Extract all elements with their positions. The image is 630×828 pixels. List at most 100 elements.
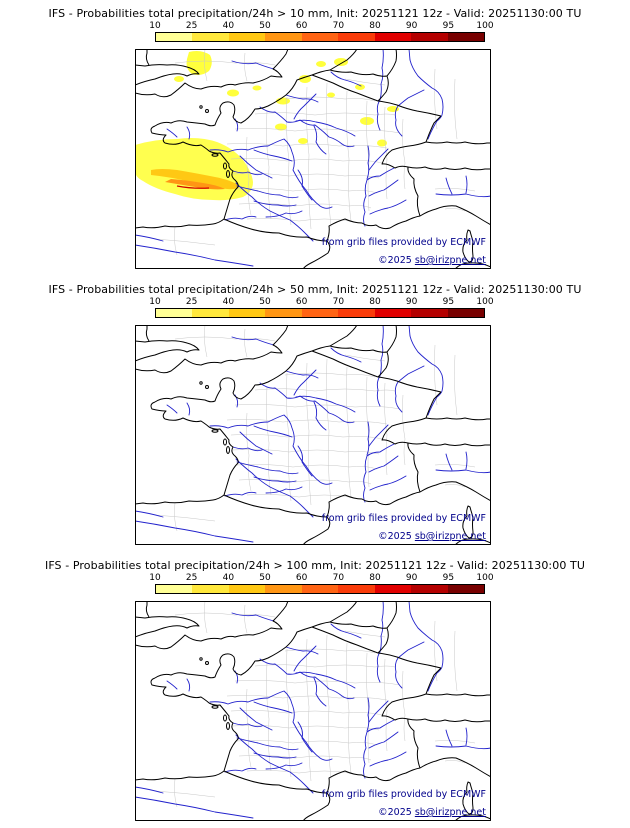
colorbar-segment — [338, 585, 375, 593]
author-link[interactable]: sb@irizpne.net — [414, 807, 486, 818]
copyright-line: ©2025 sb@irizpne.net — [322, 255, 486, 266]
colorbar-tick-label: 40 — [222, 297, 235, 307]
colorbar-tick-label: 95 — [442, 573, 455, 583]
colorbar-segment — [411, 585, 448, 593]
colorbar-tick-label: 50 — [259, 21, 271, 31]
colorbar-segment — [374, 309, 412, 317]
map-frame: from grib files provided by ECMWF ©2025 … — [135, 325, 491, 545]
colorbar-segment — [301, 309, 339, 317]
colorbar-tick-label: 50 — [259, 573, 271, 583]
colorbar-gradient — [155, 584, 485, 594]
colorbar-tick-label: 10 — [149, 573, 161, 583]
colorbar-gradient — [155, 32, 485, 42]
rivers — [135, 325, 491, 543]
precipitation-overlay — [135, 51, 399, 201]
colorbar-segment — [156, 585, 193, 593]
probability-colorbar: 10 25 40 50 60 70 80 90 95 100 — [149, 297, 494, 318]
colorbar-tick-label: 90 — [405, 21, 418, 31]
colorbar-tick-label: 60 — [295, 297, 308, 307]
colorbar-tick-label: 95 — [442, 297, 455, 307]
colorbar-segment — [192, 33, 229, 41]
colorbar-tick-label: 60 — [295, 573, 308, 583]
colorbar-segment — [192, 585, 229, 593]
colorbar-segment — [411, 33, 448, 41]
map-frame: from grib files provided by ECMWF ©2025 … — [135, 601, 491, 821]
colorbar-tick-label: 70 — [332, 297, 345, 307]
colorbar-tick-label: 60 — [295, 21, 308, 31]
colorbar-segment — [156, 309, 193, 317]
copyright-line: ©2025 sb@irizpne.net — [322, 807, 486, 818]
weather-map — [135, 325, 491, 545]
forecast-panel-10mm: IFS - Probabilities total precipitation/… — [0, 0, 630, 276]
colorbar-tick-label: 50 — [259, 297, 271, 307]
colorbar-tick-label: 25 — [185, 573, 198, 583]
colorbar-tick-label: 80 — [369, 297, 381, 307]
data-provider-note: from grib files provided by ECMWF — [321, 237, 486, 248]
colorbar-segment — [265, 33, 302, 41]
author-link[interactable]: sb@irizpne.net — [414, 255, 486, 266]
colorbar-segment — [447, 309, 484, 317]
colorbar-tick-label: 25 — [185, 21, 198, 31]
colorbar-segment — [192, 309, 229, 317]
colorbar-segment — [447, 585, 484, 593]
author-link[interactable]: sb@irizpne.net — [414, 531, 486, 542]
colorbar-segment — [228, 585, 266, 593]
copyright-text: ©2025 — [378, 531, 412, 542]
colorbar-segment — [301, 33, 339, 41]
probability-colorbar: 10 25 40 50 60 70 80 90 95 100 — [149, 573, 494, 594]
weather-map — [135, 601, 491, 821]
panel-title: IFS - Probabilities total precipitation/… — [48, 7, 582, 20]
colorbar-tick-label: 10 — [149, 21, 161, 31]
colorbar-tick-label: 70 — [332, 573, 345, 583]
colorbar-tick-label: 40 — [222, 573, 235, 583]
colorbar-tick-label: 25 — [185, 297, 198, 307]
coastlines-borders — [135, 49, 491, 269]
colorbar-tick-label: 70 — [332, 21, 345, 31]
colorbar-segment — [265, 309, 302, 317]
department-boundaries — [154, 325, 476, 532]
probability-colorbar: 10 25 40 50 60 70 80 90 95 100 — [149, 21, 494, 42]
data-provider-note: from grib files provided by ECMWF — [321, 513, 486, 524]
colorbar-tick-label: 90 — [405, 297, 418, 307]
colorbar-segment — [338, 33, 375, 41]
rivers — [135, 601, 491, 819]
panel-title: IFS - Probabilities total precipitation/… — [44, 559, 586, 572]
colorbar-tick-label: 40 — [222, 21, 235, 31]
colorbar-segment — [411, 309, 448, 317]
copyright-text: ©2025 — [378, 255, 412, 266]
copyright-line: ©2025 sb@irizpne.net — [322, 531, 486, 542]
colorbar-tick-label: 90 — [405, 573, 418, 583]
forecast-panel-100mm: IFS - Probabilities total precipitation/… — [0, 552, 630, 828]
colorbar-segment — [301, 585, 339, 593]
colorbar-tick-label: 100 — [476, 297, 494, 307]
colorbar-tick-labels: 10 25 40 50 60 70 80 90 95 100 — [149, 573, 493, 584]
colorbar-gradient — [155, 308, 485, 318]
forecast-panel-50mm: IFS - Probabilities total precipitation/… — [0, 276, 630, 552]
colorbar-segment — [156, 33, 193, 41]
colorbar-segment — [447, 33, 484, 41]
colorbar-segment — [374, 33, 412, 41]
map-attribution: from grib files provided by ECMWF ©2025 … — [322, 237, 486, 266]
map-border — [135, 49, 491, 269]
map-border — [135, 325, 491, 545]
weather-map — [135, 49, 491, 269]
map-attribution: from grib files provided by ECMWF ©2025 … — [322, 513, 486, 542]
colorbar-segment — [228, 309, 266, 317]
colorbar-tick-label: 80 — [369, 21, 381, 31]
copyright-text: ©2025 — [378, 807, 412, 818]
map-border — [135, 601, 491, 821]
panel-title: IFS - Probabilities total precipitation/… — [48, 283, 582, 296]
colorbar-tick-label: 100 — [476, 573, 494, 583]
department-boundaries — [154, 601, 476, 808]
colorbar-tick-labels: 10 25 40 50 60 70 80 90 95 100 — [149, 21, 493, 32]
rivers — [135, 49, 491, 267]
colorbar-tick-label: 80 — [369, 573, 381, 583]
colorbar-segment — [265, 585, 302, 593]
colorbar-tick-label: 10 — [149, 297, 161, 307]
colorbar-tick-labels: 10 25 40 50 60 70 80 90 95 100 — [149, 297, 493, 308]
colorbar-tick-label: 100 — [476, 21, 494, 31]
colorbar-tick-label: 95 — [442, 21, 455, 31]
map-frame: from grib files provided by ECMWF ©2025 … — [135, 49, 491, 269]
map-attribution: from grib files provided by ECMWF ©2025 … — [322, 789, 486, 818]
colorbar-segment — [338, 309, 375, 317]
